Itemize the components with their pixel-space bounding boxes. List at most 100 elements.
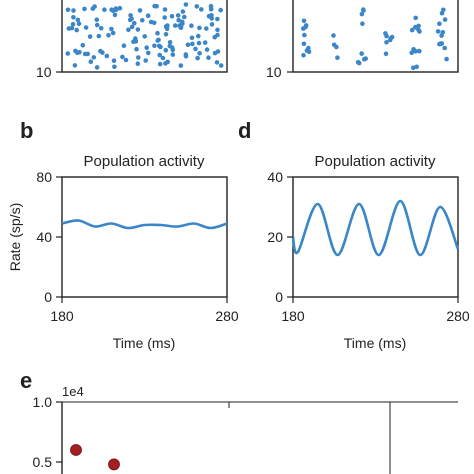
y-tick-label: 0.5: [33, 454, 53, 470]
spike-dot: [206, 55, 211, 60]
panel-d-xlabel: Time (ms): [344, 335, 406, 351]
spike-dot: [91, 55, 97, 60]
panel-e-scale-label: 1e4: [62, 384, 84, 399]
spike-dot: [417, 48, 422, 54]
spike-dot: [110, 30, 116, 36]
spike-dot: [167, 40, 173, 45]
spike-dot: [104, 53, 110, 59]
panel-b-chart: 0 40 80 180 280: [36, 169, 238, 324]
spike-dot: [85, 51, 90, 57]
spike-dot: [82, 6, 87, 12]
spike-dot: [136, 55, 141, 60]
series-line: [61, 219, 228, 230]
spike-dot: [212, 50, 218, 56]
spike-dot: [83, 25, 89, 30]
spike-dot: [384, 40, 389, 45]
spike-dot: [215, 32, 220, 38]
spike-dot: [143, 58, 148, 63]
spike-dot: [389, 34, 395, 40]
spike-dot: [135, 61, 141, 66]
spike-dot: [301, 41, 307, 47]
spike-dot: [160, 55, 166, 61]
spike-dot: [88, 59, 94, 64]
spike-dot: [117, 5, 123, 11]
raster-right-ytick-label: 10: [266, 64, 282, 80]
spike-dot: [65, 51, 71, 56]
spike-dot: [112, 64, 117, 70]
panel-b-frame: [61, 176, 228, 298]
spike-dot: [334, 44, 339, 50]
spike-dot: [196, 40, 202, 46]
spike-dot: [208, 7, 214, 12]
panel-e-chart: 0.5 1.0: [33, 394, 458, 474]
spike-dot: [120, 54, 125, 60]
spike-dot: [163, 61, 168, 66]
spike-dot: [131, 39, 136, 45]
spike-dot: [111, 58, 117, 63]
spike-dot: [121, 43, 127, 48]
spike-dot: [383, 51, 389, 57]
spike-dot: [437, 21, 442, 27]
spike-dot: [383, 31, 388, 36]
spike-dot: [409, 50, 415, 55]
spike-dot: [204, 26, 209, 31]
spike-dot: [71, 14, 76, 20]
spike-dot: [440, 30, 446, 35]
raster-panel-left: 10: [36, 0, 228, 80]
spike-dot: [158, 44, 163, 50]
spike-dot: [183, 2, 189, 7]
raster-left-spikes: [65, 2, 224, 70]
spike-dot: [359, 11, 365, 17]
spike-dot: [183, 53, 189, 59]
spike-dot: [172, 23, 178, 28]
spike-dot: [113, 6, 119, 11]
spike-dot: [199, 7, 204, 12]
spike-dot: [197, 51, 202, 56]
raster-left-frame: [61, 0, 228, 73]
spike-dot: [356, 60, 362, 66]
panel-d-frame: [292, 176, 459, 298]
spike-dot: [96, 33, 102, 39]
spike-dot: [123, 57, 129, 63]
spike-dot: [204, 47, 210, 52]
spike-dot: [306, 45, 311, 51]
spike-dot: [65, 7, 71, 13]
panel-d-chart: 0 20 40 180 280: [267, 169, 469, 324]
raster-right-spikes: [301, 7, 449, 71]
spike-dot: [69, 25, 75, 31]
panel-label-d: d: [238, 118, 251, 143]
spike-dot: [362, 57, 367, 62]
spike-dot: [144, 45, 149, 50]
spike-dot: [361, 8, 366, 13]
spike-dot: [132, 20, 137, 26]
y-tick-label: 40: [36, 229, 52, 245]
spike-dot: [163, 32, 169, 37]
spike-dot: [178, 63, 184, 68]
spike-dot: [302, 32, 307, 38]
spike-dot: [413, 24, 418, 30]
spike-dot: [74, 27, 79, 33]
spike-dot: [331, 33, 336, 38]
spike-dot: [135, 27, 141, 32]
panel-label-b: b: [20, 118, 33, 143]
scatter-point: [70, 444, 82, 456]
spike-dot: [435, 29, 441, 34]
spike-dot: [202, 40, 208, 45]
x-tick-label: 280: [215, 308, 239, 324]
spike-dot: [145, 13, 151, 18]
spike-dot: [197, 25, 202, 31]
spike-dot: [73, 48, 78, 54]
spike-dot: [413, 49, 418, 54]
panel-d-title: Population activity: [315, 153, 436, 170]
spike-dot: [167, 43, 173, 49]
spike-dot: [155, 38, 160, 43]
spike-dot: [175, 13, 181, 18]
spike-dot: [163, 24, 169, 29]
spike-dot: [417, 29, 422, 34]
spike-dot: [182, 14, 187, 20]
spike-dot: [77, 49, 82, 55]
spike-dot: [157, 52, 162, 58]
spike-dot: [98, 25, 104, 31]
spike-dot: [190, 41, 195, 47]
spike-dot: [170, 52, 176, 57]
